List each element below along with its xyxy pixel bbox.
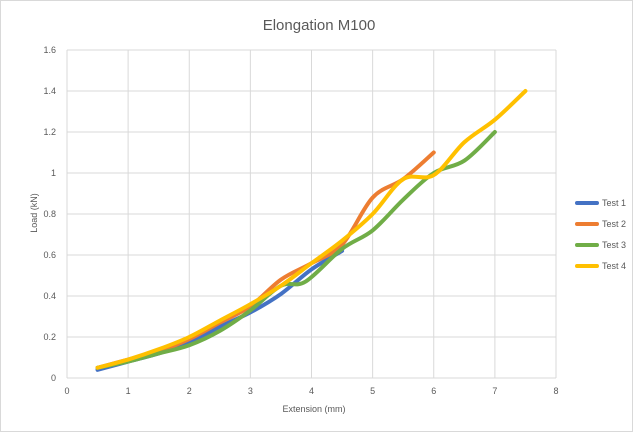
y-tick-label: 0 — [51, 373, 56, 383]
x-axis-ticks: 0 1 2 3 4 5 6 7 8 — [64, 386, 558, 396]
x-tick-label: 0 — [64, 386, 69, 396]
y-tick-label: 0.8 — [43, 209, 56, 219]
legend: Test 1 Test 2 Test 3 Test 4 — [575, 198, 626, 271]
x-axis-label: Extension (mm) — [282, 404, 345, 414]
series-line-3 — [95, 130, 497, 370]
y-tick-label: 0.2 — [43, 332, 56, 342]
legend-label: Test 1 — [602, 198, 626, 208]
y-axis-label: Load (kN) — [29, 193, 39, 233]
series-line-2 — [95, 150, 436, 370]
x-tick-label: 6 — [431, 386, 436, 396]
y-tick-label: 1.4 — [43, 86, 56, 96]
x-tick-label: 8 — [553, 386, 558, 396]
y-tick-label: 0.4 — [43, 291, 56, 301]
grid — [66, 49, 557, 379]
legend-label: Test 3 — [602, 240, 626, 250]
y-tick-label: 1.2 — [43, 127, 56, 137]
x-tick-label: 2 — [187, 386, 192, 396]
y-tick-label: 1.6 — [43, 45, 56, 55]
y-tick-label: 1 — [51, 168, 56, 178]
legend-label: Test 4 — [602, 261, 626, 271]
x-tick-label: 4 — [309, 386, 314, 396]
y-tick-label: 0.6 — [43, 250, 56, 260]
x-tick-label: 5 — [370, 386, 375, 396]
x-tick-label: 1 — [126, 386, 131, 396]
series-lines — [95, 89, 528, 372]
chart-title: Elongation M100 — [263, 17, 376, 34]
series-line-4 — [95, 89, 528, 370]
x-tick-label: 3 — [248, 386, 253, 396]
y-axis-ticks: 0 0.2 0.4 0.6 0.8 1 1.2 1.4 1.6 — [43, 45, 56, 383]
legend-label: Test 2 — [602, 219, 626, 229]
x-tick-label: 7 — [492, 386, 497, 396]
